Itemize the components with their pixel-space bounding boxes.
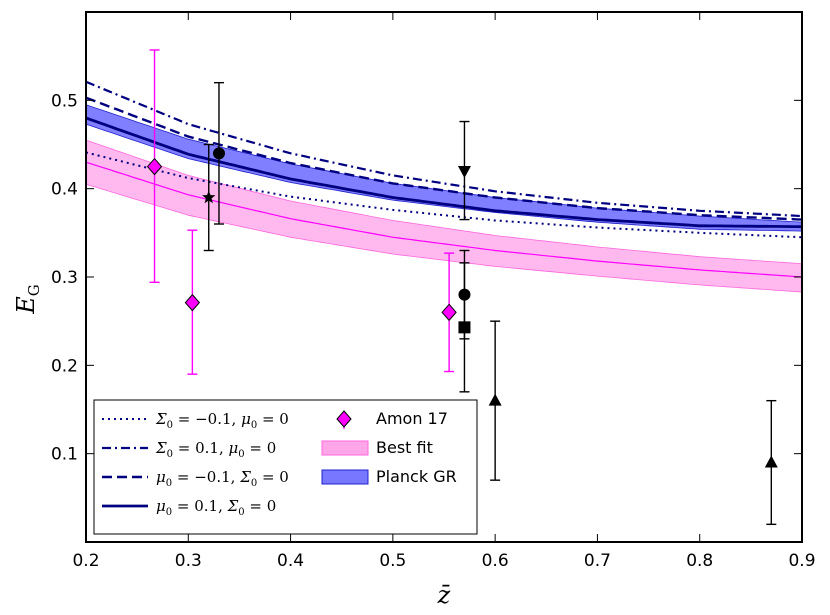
- legend-label: Σ0 = 0.1, μ0 = 0: [155, 439, 276, 460]
- legend-label-sym1: Σ: [155, 439, 167, 457]
- legend-label: μ0 = −0.1, Σ0 = 0: [156, 468, 289, 489]
- legend-label-val1: = −0.1,: [173, 410, 241, 428]
- legend-label-sub2: 0: [251, 478, 257, 489]
- legend-diamond-marker: [336, 410, 352, 428]
- legend-label-val2: = 0: [245, 439, 277, 457]
- bands-layer: [86, 104, 802, 293]
- legend-label: Best fit: [376, 438, 433, 457]
- legend-label-sub1: 0: [167, 420, 173, 431]
- legend-label-sym1: μ: [156, 468, 166, 486]
- x-axis-label: z̄: [437, 581, 451, 609]
- data-point-star: [202, 143, 216, 252]
- legend-label: Amon 17: [376, 409, 448, 428]
- y-tick-label: 0.4: [51, 180, 78, 200]
- legend: Σ0 = −0.1, μ0 = 0Σ0 = 0.1, μ0 = 0μ0 = −0…: [93, 399, 478, 535]
- legend-label-sub1: 0: [166, 507, 172, 518]
- data-point-diamond: [146, 49, 163, 283]
- ticks-layer: 0.2 0.3 0.4 0.5 0.6 0.7 0.8 0.9 0.1 0.2 0.3 0.4 0.5: [51, 12, 816, 571]
- y-tick-label: 0.5: [51, 91, 78, 111]
- legend-label-sub1: 0: [167, 449, 173, 460]
- data-point-triangle-up: [764, 399, 778, 526]
- legend-label: μ0 = 0.1, Σ0 = 0: [156, 497, 276, 518]
- x-tick-label: 0.9: [788, 551, 815, 571]
- legend-label-sym2: μ: [228, 439, 238, 457]
- data-point-square: [458, 262, 471, 393]
- marker-circle: [212, 147, 225, 160]
- marker-star: [202, 190, 216, 204]
- marker-triangle-up: [488, 393, 502, 406]
- data-point-circle: [212, 81, 225, 225]
- legend-label-sym1: μ: [156, 497, 166, 515]
- legend-label-sym2: μ: [241, 410, 251, 428]
- x-tick-label: 0.2: [72, 551, 99, 571]
- x-tick-label: 0.5: [379, 551, 406, 571]
- legend-label-val1: = 0.1,: [172, 497, 228, 515]
- y-axis-label-main: E: [12, 296, 40, 315]
- legend-swatch-blue-band: [321, 469, 369, 485]
- legend-label-sub2: 0: [238, 449, 244, 460]
- legend-frame: [93, 399, 478, 535]
- marker-square: [458, 321, 471, 334]
- marker-diamond: [184, 293, 201, 312]
- x-tick-label: 0.7: [584, 551, 611, 571]
- x-tick-label: 0.4: [277, 551, 304, 571]
- data-point-triangle-up: [488, 320, 502, 481]
- points-layer: [146, 49, 778, 526]
- legend-label-val1: = 0.1,: [173, 439, 229, 457]
- marker-triangle-down: [457, 166, 471, 178]
- y-axis-label: EG: [12, 284, 43, 315]
- data-point-diamond: [184, 229, 201, 375]
- band-planck-gr: [86, 104, 802, 232]
- marker-diamond: [441, 303, 457, 322]
- legend-label-val2: = 0: [245, 497, 277, 515]
- series-line-thin: [86, 161, 802, 278]
- legend-label-sym2: Σ: [227, 497, 239, 515]
- marker-triangle-up: [764, 455, 778, 468]
- data-point-triangle-down: [457, 120, 471, 221]
- band-best-fit: [86, 139, 802, 293]
- legend-label-val2: = 0: [257, 468, 289, 486]
- lines-layer: [86, 80, 802, 278]
- y-tick-label: 0.2: [51, 356, 78, 376]
- x-tick-label: 0.6: [482, 551, 509, 571]
- series-line-solid: [86, 116, 802, 229]
- x-tick-label: 0.8: [686, 551, 713, 571]
- legend-label-sub2: 0: [251, 420, 257, 431]
- legend-label-val1: = −0.1,: [172, 468, 240, 486]
- y-axis-label-sub: G: [25, 284, 43, 296]
- legend-swatch-pink-band: [321, 440, 369, 456]
- legend-label: Planck GR: [376, 467, 457, 486]
- y-tick-label: 0.1: [51, 445, 78, 465]
- legend-label-sym1: Σ: [155, 410, 167, 428]
- legend-label: Σ0 = −0.1, μ0 = 0: [155, 410, 289, 431]
- legend-label-sym2: Σ: [239, 468, 251, 486]
- series-line-dashed: [86, 96, 802, 221]
- legend-label-sub1: 0: [166, 478, 172, 489]
- y-tick-label: 0.3: [51, 268, 78, 288]
- x-tick-label: 0.3: [175, 551, 202, 571]
- legend-label-val2: = 0: [257, 410, 289, 428]
- legend-label-sub2: 0: [238, 507, 244, 518]
- marker-diamond: [146, 157, 163, 176]
- series-line-dashdot: [86, 80, 802, 218]
- data-point-diamond: [441, 252, 457, 373]
